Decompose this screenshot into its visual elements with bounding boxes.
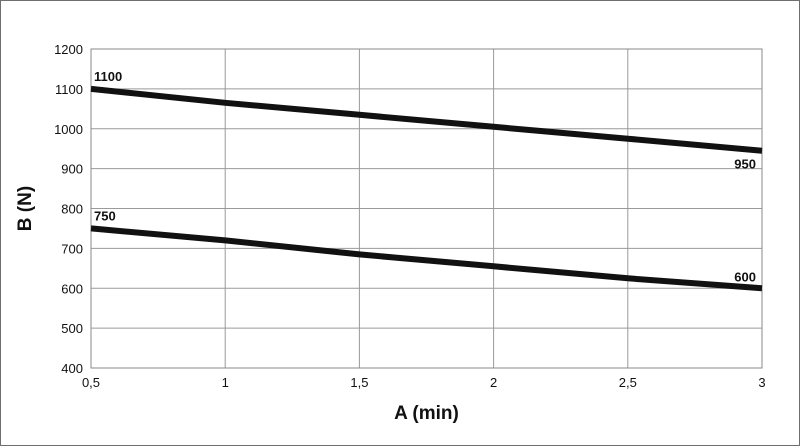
plot-area — [90, 48, 763, 369]
data-labels: 1100 950 750 600 — [94, 69, 756, 284]
y-axis-title: B (N) — [15, 186, 36, 231]
x-axis-title: A (min) — [394, 403, 459, 424]
x-tick-label: 1,5 — [350, 375, 368, 390]
x-tick-label: 2 — [490, 375, 497, 390]
y-tick-label: 1000 — [54, 122, 83, 137]
x-tick-label: 0,5 — [82, 375, 100, 390]
series-line-2 — [90, 225, 763, 292]
y-tick-label: 600 — [61, 281, 83, 296]
x-tick-label: 2,5 — [619, 375, 637, 390]
data-label-series-2-1: 750 — [94, 208, 116, 223]
data-label-series-1-2: 950 — [734, 157, 756, 172]
y-tick-label: 500 — [61, 321, 83, 336]
y-tick-label: 900 — [61, 162, 83, 177]
y-tick-label: 400 — [61, 361, 83, 376]
x-axis-ticks: 0,5 1 1,5 2 2,5 3 — [82, 375, 766, 390]
y-tick-label: 700 — [61, 241, 83, 256]
y-tick-label: 1200 — [54, 42, 83, 57]
x-tick-label: 1 — [222, 375, 229, 390]
data-label-series-2-2: 600 — [734, 269, 756, 284]
y-axis-ticks: 400 500 600 700 800 900 1000 1100 1200 — [54, 42, 83, 376]
y-tick-label: 1100 — [55, 82, 83, 97]
data-label-series-1-1: 1100 — [94, 69, 122, 84]
x-tick-label: 3 — [758, 375, 765, 390]
series-line-1 — [90, 85, 763, 154]
series-group — [90, 85, 763, 292]
y-tick-label: 800 — [61, 202, 83, 217]
